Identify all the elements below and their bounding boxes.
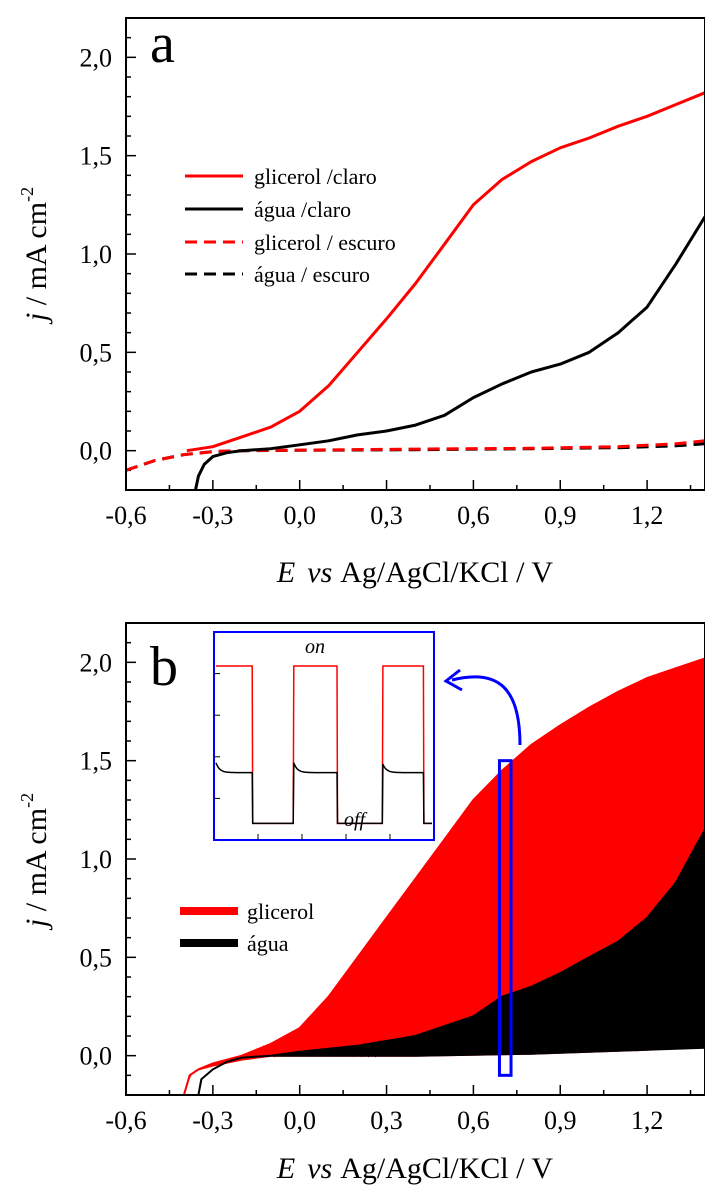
y-title-units: / mA cm [20, 808, 53, 919]
panel-b-x-tick-labels: -0,6 -0,3 0,0 0,3 0,6 0,9 1,2 [105, 1106, 663, 1135]
panel-a-frame [125, 17, 705, 491]
x-tick-label: 0,0 [283, 1106, 316, 1135]
panel-b-legend: glicerol água [180, 899, 314, 956]
x-tick-label: 1,2 [631, 501, 664, 530]
legend-label-agua-escuro: água / escuro [254, 262, 370, 287]
y-title-exponent: -2 [17, 187, 37, 202]
y-tick-label: 2,0 [80, 648, 113, 677]
panel-b-frame [125, 622, 705, 1096]
y-tick-label: 1,5 [80, 142, 113, 171]
panel-a-y-tick-labels: 0,0 0,5 1,0 1,5 2,0 [80, 43, 113, 465]
series-line-0 [186, 91, 705, 453]
panel-a-legend: glicerol /claro água /claro glicerol / e… [185, 164, 396, 287]
inset-on-label: on [305, 636, 325, 658]
x-tick-label: 1,2 [631, 1106, 664, 1135]
y-tick-label: 1,5 [80, 747, 113, 776]
legend-label-glicerol-escuro: glicerol / escuro [254, 230, 396, 255]
x-tick-label: -0,3 [192, 1106, 233, 1135]
legend-label-agua-claro: água /claro [254, 197, 351, 222]
x-tick-label: 0,3 [370, 501, 403, 530]
series-oscillation-1 [197, 829, 705, 1095]
highlight-arrow-head [443, 668, 463, 692]
y-tick-label: 0,0 [80, 437, 113, 466]
y-tick-label: 0,5 [80, 943, 113, 972]
y-title-j: j [20, 313, 53, 325]
panel-b-y-tick-labels: 0,0 0,5 1,0 1,5 2,0 [80, 648, 113, 1070]
y-tick-label: 1,0 [80, 845, 113, 874]
legend-label-glicerol: glicerol [247, 899, 314, 924]
inset-off-label: off [344, 809, 368, 831]
inset-ticks [214, 673, 391, 840]
panel-b-y-axis-title: j / mA cm-2 [17, 793, 53, 931]
x-title-vs: vs [307, 1152, 332, 1185]
panel-a-letter: a [150, 13, 175, 75]
y-tick-label: 0,0 [80, 1042, 113, 1071]
x-tick-label: 0,0 [283, 501, 316, 530]
panel-a-x-tick-labels: -0,6 -0,3 0,0 0,3 0,6 0,9 1,2 [105, 501, 663, 530]
x-title-e: E [276, 1152, 295, 1185]
y-title-units: / mA cm [20, 202, 53, 313]
panel-b: -0,6 -0,3 0,0 0,3 0,6 0,9 1,2 0,00,51,01,52,0 … [17, 622, 705, 1185]
legend-label-glicerol-claro: glicerol /claro [254, 164, 377, 189]
x-title-units: Ag/AgCl/KCl / V [340, 556, 553, 589]
y-title-exponent: -2 [17, 793, 37, 808]
y-tick-label: 1,0 [80, 240, 113, 269]
series-oscillation-0 [183, 658, 705, 1095]
panel-a-y-axis-title: j / mA cm-2 [17, 187, 53, 325]
y-tick-label: 0,5 [80, 338, 113, 367]
x-tick-label: 0,6 [457, 501, 490, 530]
panel-a: -0,6 -0,3 0,0 0,3 0,6 0,9 1,2 0,00,51,01,52,0 … [17, 13, 705, 589]
x-tick-label: 0,6 [457, 1106, 490, 1135]
inset-agua-trace [215, 762, 432, 825]
x-tick-label: -0,6 [105, 501, 146, 530]
panel-a-series [126, 91, 705, 490]
x-title-vs: vs [307, 556, 332, 589]
x-tick-label: 0,9 [544, 1106, 577, 1135]
x-tick-label: 0,3 [370, 1106, 403, 1135]
highlight-arrow [451, 675, 522, 746]
series-line-1 [194, 215, 705, 490]
panel-b-letter: b [150, 636, 178, 698]
inset-chart: on off [213, 631, 435, 841]
panel-a-ticks [125, 17, 692, 491]
x-tick-label: 0,9 [544, 501, 577, 530]
x-title-units: Ag/AgCl/KCl / V [340, 1152, 553, 1185]
highlight-box [497, 759, 513, 1077]
x-title-e: E [276, 556, 295, 589]
y-title-j: j [20, 919, 53, 931]
series-line-2 [126, 439, 705, 472]
inset-glicerol-trace [216, 665, 432, 825]
legend-label-agua: água [247, 931, 289, 956]
x-tick-label: -0,6 [105, 1106, 146, 1135]
panel-b-series [182, 657, 705, 1095]
y-tick-label: 2,0 [80, 43, 113, 72]
inset-frame [213, 631, 435, 841]
x-tick-label: -0,3 [192, 501, 233, 530]
